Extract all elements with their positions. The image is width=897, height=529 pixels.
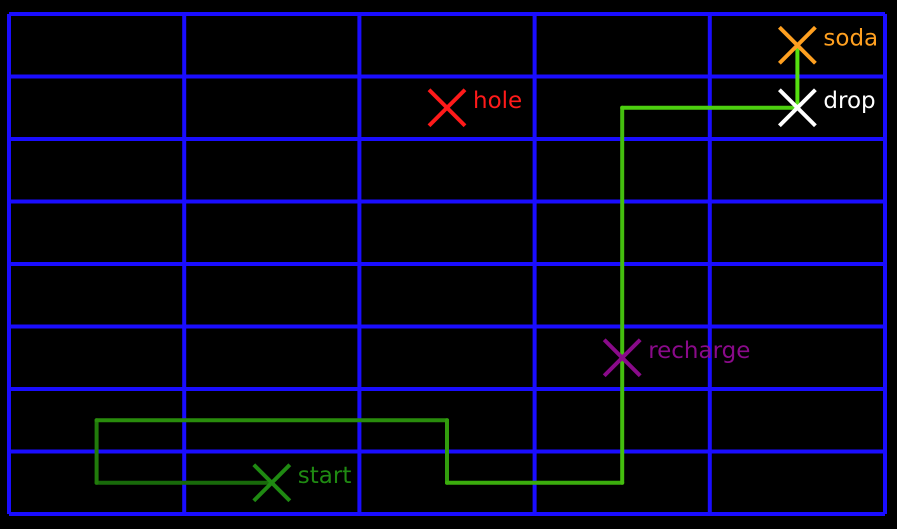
- recharge-x-icon: [602, 338, 642, 378]
- hole-x-icon: [427, 88, 467, 128]
- start-label: start: [298, 463, 352, 489]
- drop-x-icon: [777, 88, 817, 128]
- hole-marker: hole: [427, 88, 522, 128]
- markers: start hole recharge soda drop: [252, 25, 878, 503]
- robot-path: [94, 43, 800, 485]
- start-marker: start: [252, 463, 352, 503]
- hole-label: hole: [473, 88, 522, 114]
- soda-x-icon: [777, 25, 817, 65]
- soda-marker: soda: [777, 25, 878, 65]
- start-x-icon: [252, 463, 292, 503]
- drop-label: drop: [823, 88, 875, 114]
- recharge-marker: recharge: [602, 338, 750, 378]
- soda-label: soda: [823, 25, 878, 51]
- recharge-label: recharge: [648, 338, 750, 364]
- drop-marker: drop: [777, 88, 876, 128]
